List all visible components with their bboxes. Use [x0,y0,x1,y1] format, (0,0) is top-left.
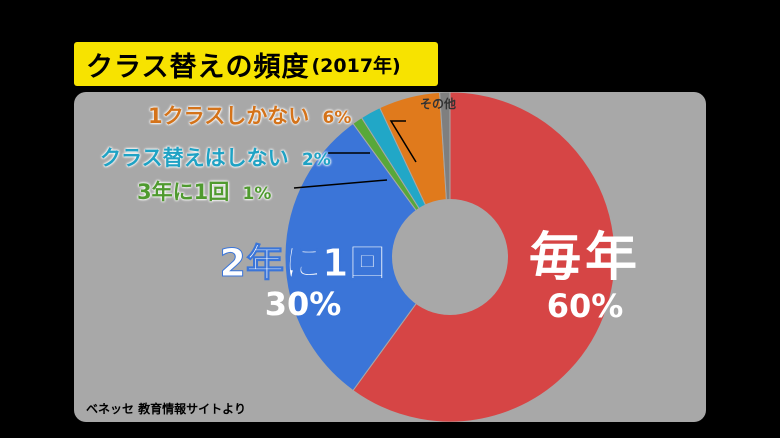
label-every-year-name: 毎年 [528,228,641,288]
label-every-two-value: 30% [264,285,342,323]
chart-title: クラス替えの頻度 (2017年) [74,42,438,86]
chart-title-main: クラス替えの頻度 [86,51,310,83]
label-every-two: 2年に1回 30% [214,242,392,324]
label-every-three-name: 3年に1回 [137,180,230,204]
label-one-class-name: 1クラスしかない [148,104,310,128]
chart-title-year: (2017年) [311,54,401,77]
label-no-change: クラス替えはしない 2% [100,142,331,172]
label-no-change-value: 2% [301,150,331,170]
label-other-name: その他 [420,97,457,111]
label-every-year-value: 60% [546,287,624,325]
donut-hole [392,199,508,315]
leader-line-every-three [293,179,388,189]
label-one-class: 1クラスしかない 6% [148,100,351,130]
label-one-class-value: 6% [322,108,352,128]
label-every-three-value: 1% [242,184,272,204]
label-no-change-name: クラス替えはしない [100,146,289,170]
donut-chart [284,92,616,422]
leader-line-one-class [389,120,417,163]
label-every-year: 毎年 60% [520,230,650,326]
source-note: ベネッセ 教育情報サイトより [86,402,246,416]
slice-every-two [284,122,451,392]
label-other: その他 [420,95,456,112]
chart-panel: 1クラスしかない 6% クラス替えはしない 2% 3年に1回 1% その他 2年… [74,92,706,422]
label-every-three: 3年に1回 1% [137,176,271,206]
label-every-two-name: 2年に1回 [219,241,387,285]
